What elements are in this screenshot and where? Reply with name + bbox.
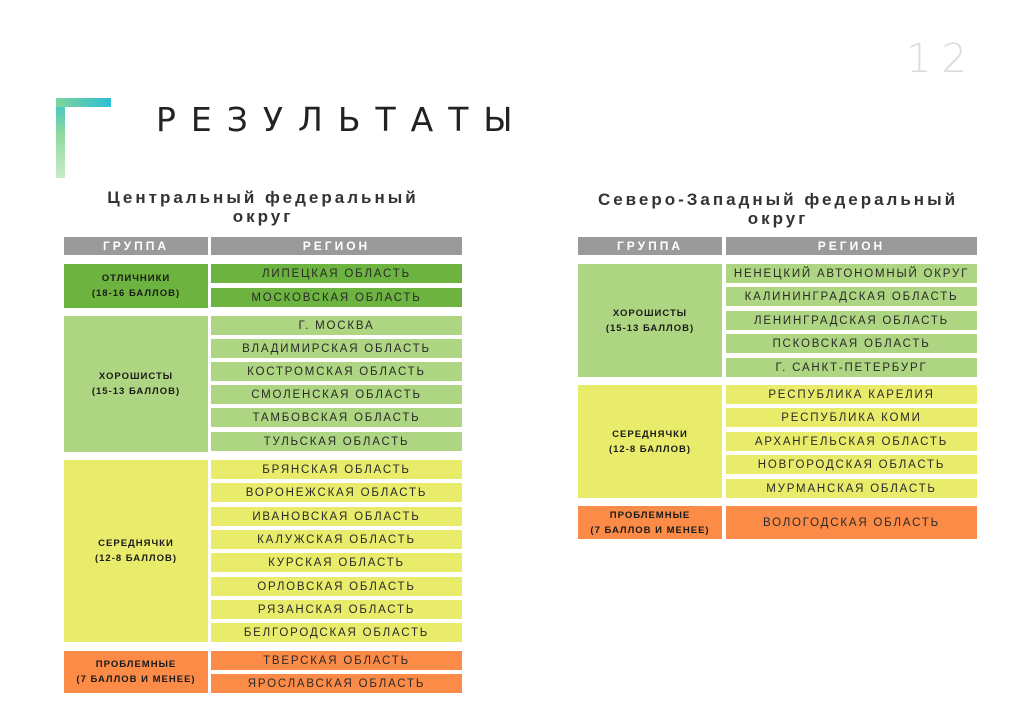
central-group-problem: ПРОБЛЕМНЫЕ (7 БАЛЛОВ И МЕНЕЕ) <box>64 651 208 693</box>
group-score: (7 БАЛЛОВ И МЕНЕЕ) <box>76 674 196 685</box>
group-name: ХОРОШИСТЫ <box>612 307 688 319</box>
title-bracket-horizontal <box>56 98 111 107</box>
region-cell: ТУЛЬСКАЯ ОБЛАСТЬ <box>211 432 462 451</box>
region-cell: ВОРОНЕЖСКАЯ ОБЛАСТЬ <box>211 483 462 502</box>
page-number: 12 <box>906 36 977 82</box>
region-cell: КАЛИНИНГРАДСКАЯ ОБЛАСТЬ <box>726 287 977 306</box>
region-cell: КУРСКАЯ ОБЛАСТЬ <box>211 553 462 572</box>
region-cell: НЕНЕЦКИЙ АВТОНОМНЫЙ ОКРУГ <box>726 264 977 283</box>
central-header-group: ГРУППА <box>64 237 208 255</box>
group-name: ПРОБЛЕМНЫЕ <box>609 509 691 521</box>
central-group-good: ХОРОШИСТЫ (15-13 БАЛЛОВ) <box>64 316 208 452</box>
region-cell: АРХАНГЕЛЬСКАЯ ОБЛАСТЬ <box>726 432 977 451</box>
region-cell: ЛИПЕЦКАЯ ОБЛАСТЬ <box>211 264 462 283</box>
region-cell: ВОЛОГОДСКАЯ ОБЛАСТЬ <box>726 506 977 539</box>
region-cell: РЕСПУБЛИКА КОМИ <box>726 408 977 427</box>
region-cell: КОСТРОМСКАЯ ОБЛАСТЬ <box>211 362 462 381</box>
region-cell: КАЛУЖСКАЯ ОБЛАСТЬ <box>211 530 462 549</box>
region-cell: ПСКОВСКАЯ ОБЛАСТЬ <box>726 334 977 353</box>
group-score: (18-16 БАЛЛОВ) <box>91 288 181 299</box>
region-cell: БЕЛГОРОДСКАЯ ОБЛАСТЬ <box>211 623 462 642</box>
northwest-group-problem: ПРОБЛЕМНЫЕ (7 БАЛЛОВ И МЕНЕЕ) <box>578 506 722 539</box>
title-bracket-vertical <box>56 98 65 178</box>
group-name: СЕРЕДНЯЧКИ <box>612 428 688 440</box>
group-score: (12-8 БАЛЛОВ) <box>94 553 177 564</box>
group-score: (7 БАЛЛОВ И МЕНЕЕ) <box>590 524 710 536</box>
northwest-header-region: РЕГИОН <box>726 237 977 255</box>
northwest-group-average: СЕРЕДНЯЧКИ (12-8 БАЛЛОВ) <box>578 385 722 498</box>
region-cell: Г. САНКТ-ПЕТЕРБУРГ <box>726 358 977 377</box>
region-cell: СМОЛЕНСКАЯ ОБЛАСТЬ <box>211 385 462 404</box>
region-cell: ОРЛОВСКАЯ ОБЛАСТЬ <box>211 577 462 596</box>
central-header-region: РЕГИОН <box>211 237 462 255</box>
region-cell: ЛЕНИНГРАДСКАЯ ОБЛАСТЬ <box>726 311 977 330</box>
region-cell: БРЯНСКАЯ ОБЛАСТЬ <box>211 460 462 479</box>
group-name: ХОРОШИСТЫ <box>98 371 174 382</box>
central-title-line2: округ <box>232 207 294 226</box>
northwest-header-group: ГРУППА <box>578 237 722 255</box>
region-cell: ВЛАДИМИРСКАЯ ОБЛАСТЬ <box>211 339 462 358</box>
central-district-title: Центральный федеральный округ <box>64 188 462 226</box>
northwest-title-line1: Северо-Западный федеральный <box>597 190 959 209</box>
central-group-average: СЕРЕДНЯЧКИ (12-8 БАЛЛОВ) <box>64 460 208 642</box>
region-cell: ТВЕРСКАЯ ОБЛАСТЬ <box>211 651 462 670</box>
group-score: (12-8 БАЛЛОВ) <box>608 443 691 455</box>
region-cell: ИВАНОВСКАЯ ОБЛАСТЬ <box>211 507 462 526</box>
page-title: РЕЗУЛЬТАТЫ <box>156 100 528 139</box>
region-cell: МУРМАНСКАЯ ОБЛАСТЬ <box>726 479 977 498</box>
northwest-district-title: Северо-Западный федеральный округ <box>578 190 978 228</box>
group-name: ПРОБЛЕМНЫЕ <box>95 659 177 670</box>
northwest-title-line2: округ <box>747 209 809 228</box>
region-cell: РЕСПУБЛИКА КАРЕЛИЯ <box>726 385 977 404</box>
region-cell: ТАМБОВСКАЯ ОБЛАСТЬ <box>211 408 462 427</box>
group-name: СЕРЕДНЯЧКИ <box>98 538 174 549</box>
region-cell: ЯРОСЛАВСКАЯ ОБЛАСТЬ <box>211 674 462 693</box>
group-score: (15-13 БАЛЛОВ) <box>605 322 695 334</box>
region-cell: НОВГОРОДСКАЯ ОБЛАСТЬ <box>726 455 977 474</box>
region-cell: Г. МОСКВА <box>211 316 462 335</box>
central-group-excellent: ОТЛИЧНИКИ (18-16 БАЛЛОВ) <box>64 264 208 308</box>
northwest-group-good: ХОРОШИСТЫ (15-13 БАЛЛОВ) <box>578 264 722 377</box>
region-cell: МОСКОВСКАЯ ОБЛАСТЬ <box>211 288 462 307</box>
central-title-line1: Центральный федеральный <box>107 188 419 207</box>
region-cell: РЯЗАНСКАЯ ОБЛАСТЬ <box>211 600 462 619</box>
group-score: (15-13 БАЛЛОВ) <box>91 386 181 397</box>
group-name: ОТЛИЧНИКИ <box>101 273 171 284</box>
